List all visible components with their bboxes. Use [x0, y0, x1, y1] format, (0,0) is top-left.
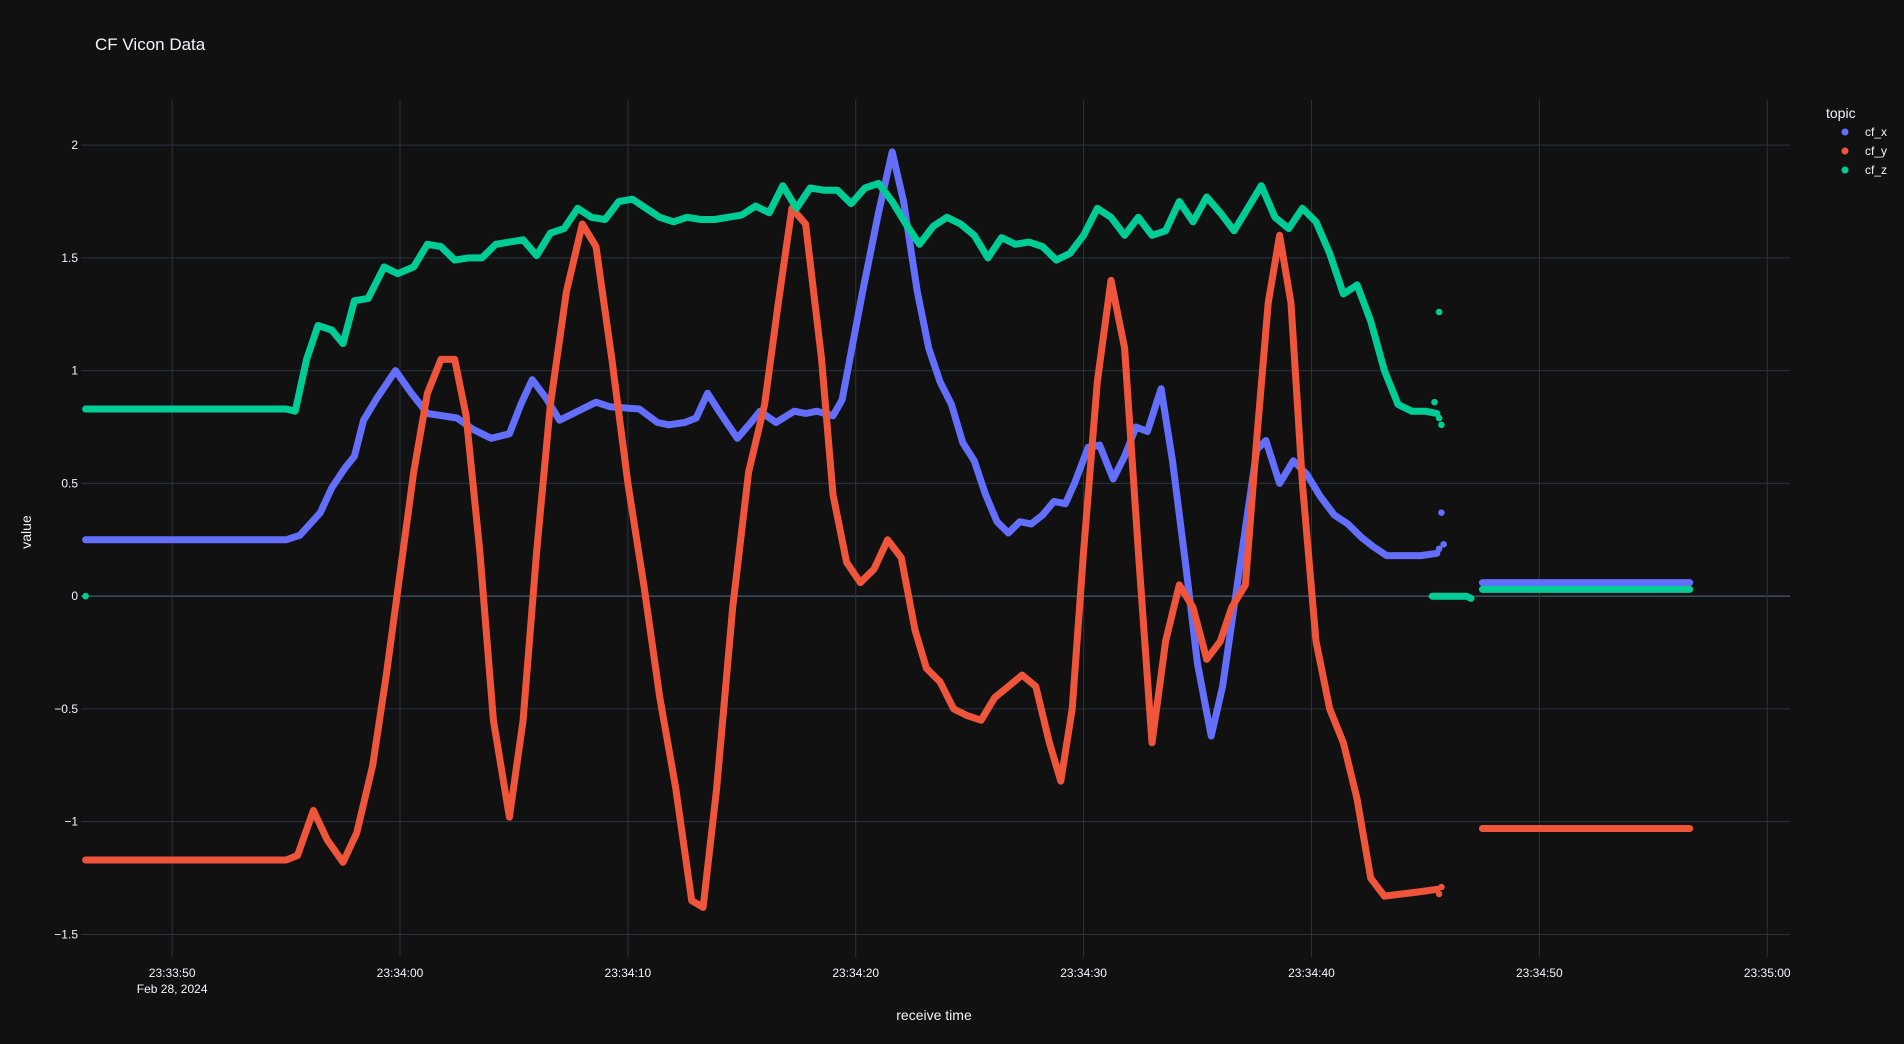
x-tick-label: 23:34:10 [605, 966, 652, 980]
y-axis-label: value [18, 515, 34, 549]
x-axis-label: receive time [896, 1007, 972, 1023]
series-line-cf_y[interactable] [82, 204, 1441, 911]
series-layer [82, 148, 1694, 911]
series-cf_y[interactable] [82, 204, 1694, 911]
x-tick-label: 23:35:00 [1744, 966, 1791, 980]
y-tick-label: 0.5 [61, 476, 78, 490]
data-point-cf_x[interactable] [1435, 545, 1443, 553]
legend-item-cf_x[interactable]: cf_x [1841, 125, 1888, 139]
legend-marker-cf_z [1841, 166, 1849, 174]
x-tick-label: 23:34:30 [1060, 966, 1107, 980]
x-tick-label: 23:33:50 [149, 966, 196, 980]
legend-label-cf_z: cf_z [1865, 163, 1887, 177]
x-tick-label: 23:34:20 [832, 966, 879, 980]
series-cf_x[interactable] [82, 148, 1694, 740]
data-point-cf_z[interactable] [1435, 414, 1443, 422]
x-tick-label: 23:34:00 [377, 966, 424, 980]
series-line-cf_z[interactable] [1428, 592, 1475, 602]
y-tick-label: 1 [71, 364, 78, 378]
data-point-cf_z[interactable] [1435, 308, 1443, 316]
data-point-cf_x[interactable] [1440, 541, 1447, 548]
y-tick-label: −0.5 [54, 702, 78, 716]
x-tick-label: 23:34:40 [1288, 966, 1335, 980]
legend-marker-cf_y [1841, 147, 1849, 155]
data-point-cf_z[interactable] [82, 592, 89, 600]
series-line-cf_z[interactable] [82, 179, 1441, 417]
legend-label-cf_x: cf_x [1865, 125, 1887, 139]
data-point-cf_x[interactable] [1438, 509, 1445, 516]
series-cf_z[interactable] [82, 179, 1694, 602]
data-point-cf_z[interactable] [1438, 421, 1445, 429]
legend-marker-cf_x [1841, 128, 1849, 136]
legend-item-cf_z[interactable]: cf_z [1841, 163, 1888, 177]
legend-items[interactable]: cf_x cf_y cf_z [1841, 125, 1888, 177]
y-tick-label: −1.5 [54, 927, 78, 941]
data-point-cf_y[interactable] [1435, 890, 1443, 898]
y-tick-label: 1.5 [61, 251, 78, 265]
legend-label-cf_y: cf_y [1865, 144, 1887, 158]
series-line-cf_x[interactable] [82, 148, 1441, 740]
x-tick-label: 23:34:50 [1516, 966, 1563, 980]
y-tick-label: 2 [71, 138, 78, 152]
tick-layer: 2 1.5 1 0.5 0 −0.5 −1 −1.5 23:33:50 Feb 28, 2024 2… [54, 138, 1791, 996]
y-tick-label: 0 [71, 589, 78, 603]
legend[interactable]: topic cf_x cf_y cf_z [1826, 105, 1887, 177]
legend-item-cf_y[interactable]: cf_y [1841, 144, 1888, 158]
data-point-cf_y[interactable] [1438, 883, 1445, 891]
data-point-cf_z[interactable] [1431, 398, 1438, 406]
y-tick-label: −1 [64, 815, 78, 829]
x-tick-date-label: Feb 28, 2024 [137, 982, 208, 996]
legend-title: topic [1826, 105, 1856, 121]
chart-title: CF Vicon Data [95, 35, 206, 54]
